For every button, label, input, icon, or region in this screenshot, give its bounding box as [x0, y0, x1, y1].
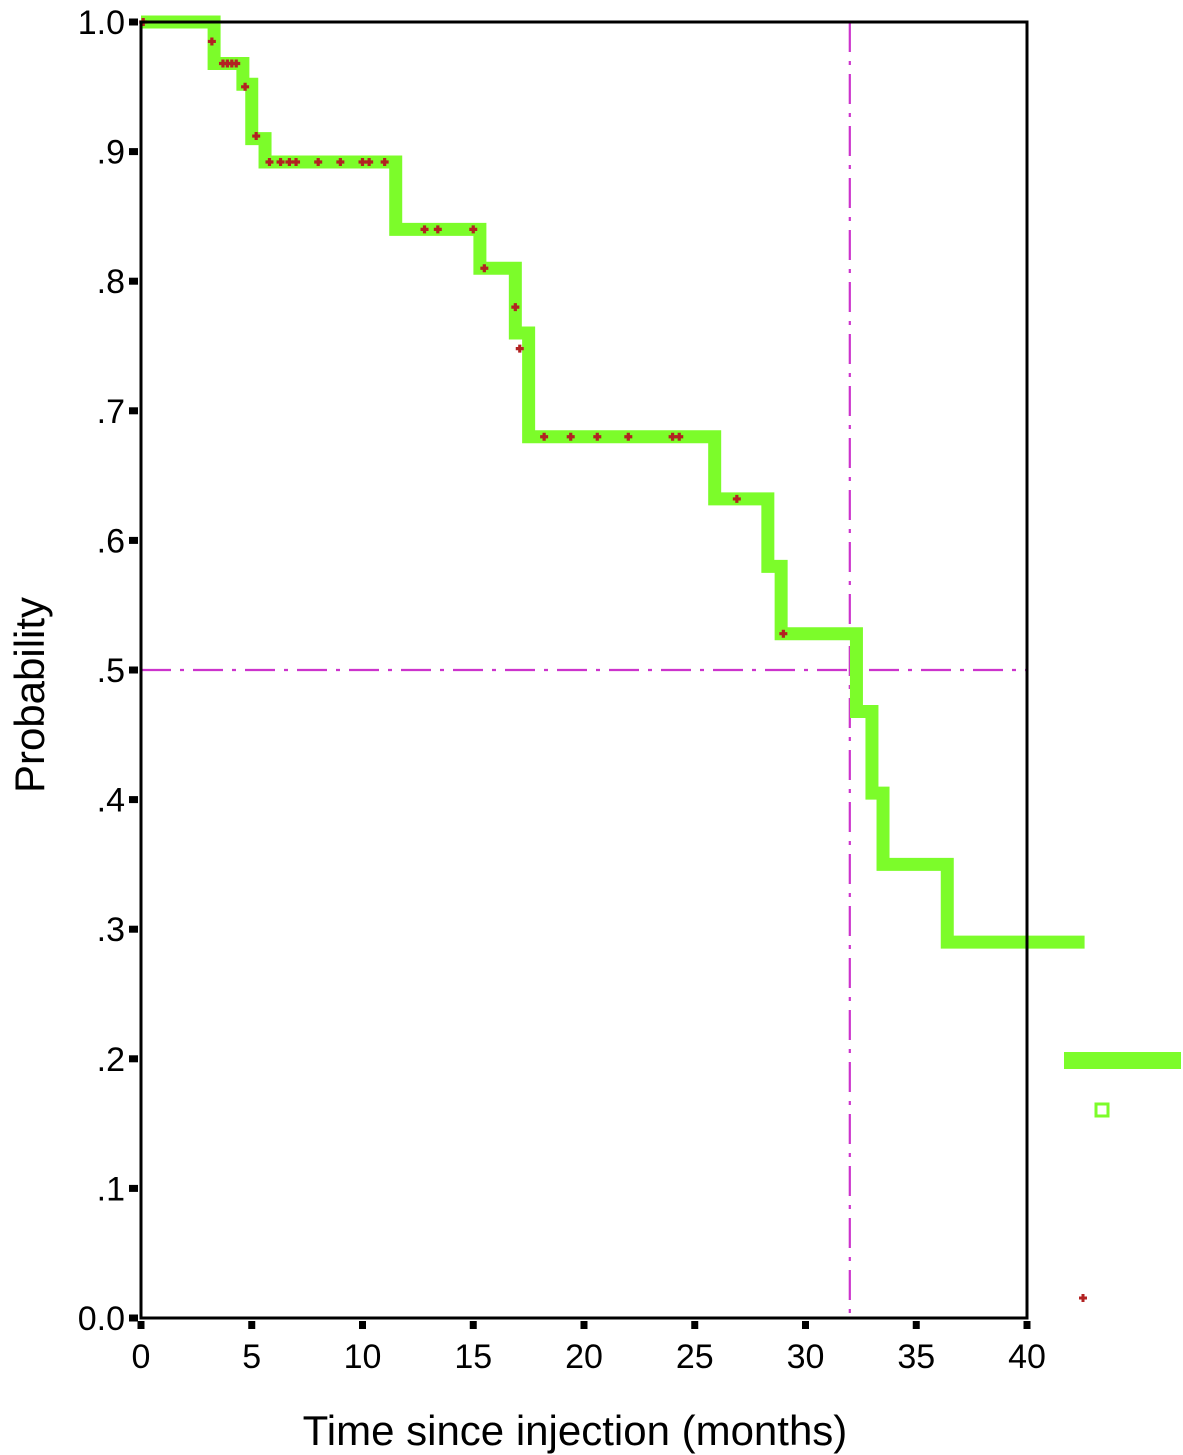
censored-markers-layer — [139, 18, 788, 638]
x-tick-label: 25 — [676, 1338, 714, 1376]
x-tick-label: 20 — [565, 1338, 603, 1376]
x-tick-label: 10 — [344, 1338, 382, 1376]
censored-marker — [779, 629, 788, 638]
x-tick-label: 40 — [1008, 1338, 1046, 1376]
x-tick-mark — [691, 1321, 699, 1329]
legend — [1064, 1052, 1181, 1302]
x-axis-ticks: 0 5 10 15 20 25 30 35 40 — [132, 1321, 1046, 1376]
x-tick-mark — [469, 1321, 477, 1329]
censored-marker — [232, 59, 241, 68]
x-tick-label: 15 — [454, 1338, 492, 1376]
censored-marker — [265, 157, 274, 166]
y-tick-label: .6 — [97, 522, 125, 560]
y-tick-mark — [129, 148, 138, 156]
x-axis-title: Time since injection (months) — [303, 1407, 848, 1454]
censored-marker — [593, 432, 602, 441]
y-tick-label: .8 — [97, 263, 125, 301]
x-tick-label: 30 — [787, 1338, 825, 1376]
censored-marker — [469, 225, 478, 234]
x-tick-label: 0 — [132, 1338, 151, 1376]
x-tick-mark — [802, 1321, 809, 1329]
censored-marker — [732, 494, 741, 503]
y-tick-label: .7 — [97, 393, 125, 431]
censored-marker — [675, 432, 684, 441]
legend-censor-swatch — [1079, 1294, 1087, 1302]
censored-marker — [566, 432, 575, 441]
y-tick-mark — [129, 407, 138, 415]
censored-marker — [365, 157, 374, 166]
x-tick-label: 35 — [897, 1338, 935, 1376]
censored-marker — [336, 157, 345, 166]
x-tick-mark — [912, 1321, 920, 1329]
y-axis-ticks: 0.0 .1 .2 .3 .4 .5 .6 .7 .8 .9 1.0 — [78, 4, 138, 1338]
x-tick-mark — [580, 1321, 588, 1329]
y-tick-mark — [129, 277, 138, 285]
y-tick-mark — [129, 1184, 138, 1192]
x-tick-mark — [1023, 1321, 1031, 1329]
y-tick-mark — [129, 1055, 138, 1063]
y-tick-label: .2 — [97, 1041, 125, 1079]
x-tick-label: 5 — [242, 1338, 261, 1376]
y-tick-label: 1.0 — [78, 4, 125, 42]
x-tick-mark — [137, 1321, 145, 1329]
censored-marker — [540, 432, 549, 441]
censored-marker — [511, 303, 520, 312]
y-tick-mark — [129, 925, 138, 933]
y-tick-mark — [129, 1314, 138, 1322]
censored-marker — [207, 37, 216, 46]
censored-marker — [276, 157, 285, 166]
censored-marker — [624, 432, 633, 441]
y-tick-label: 0.0 — [78, 1300, 125, 1338]
y-tick-mark — [129, 796, 138, 804]
censored-marker — [292, 157, 301, 166]
censored-marker — [515, 344, 524, 353]
y-tick-label: .3 — [97, 911, 125, 949]
y-tick-mark — [129, 666, 138, 674]
y-tick-label: .4 — [97, 782, 125, 820]
x-tick-mark — [359, 1321, 366, 1329]
y-axis-title: Probability — [6, 597, 53, 793]
censored-marker — [433, 225, 442, 234]
censored-marker — [380, 157, 389, 166]
censored-marker — [252, 132, 261, 141]
censored-marker — [241, 82, 250, 91]
legend-line-swatch — [1064, 1052, 1181, 1069]
y-tick-label: .1 — [97, 1170, 125, 1208]
legend-square-swatch — [1094, 1102, 1110, 1118]
y-tick-label: .5 — [97, 652, 125, 690]
censored-marker — [480, 264, 489, 273]
y-tick-mark — [129, 18, 138, 26]
y-tick-mark — [129, 536, 138, 544]
censored-marker — [420, 225, 429, 234]
plot-frame — [139, 20, 1029, 1320]
reference-lines — [141, 22, 1027, 1318]
x-tick-mark — [248, 1321, 256, 1329]
y-tick-label: .9 — [97, 134, 125, 172]
censored-marker — [314, 157, 323, 166]
